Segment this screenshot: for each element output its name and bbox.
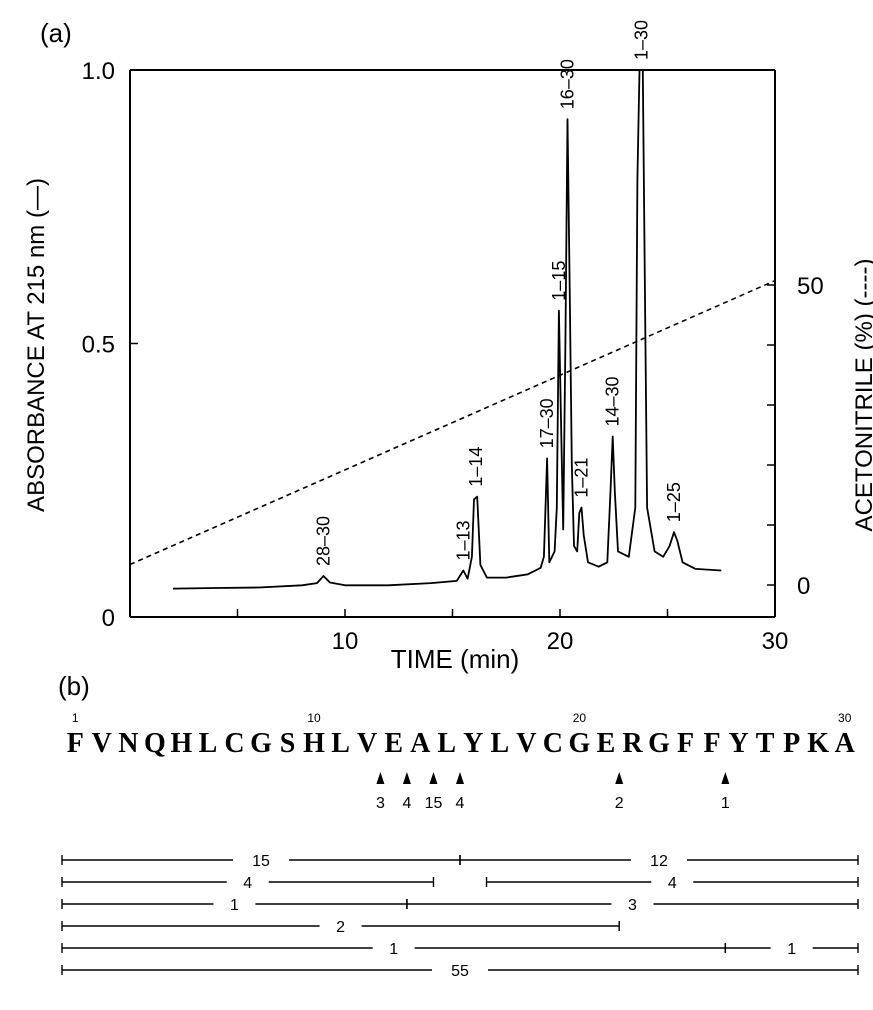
y-left-tick-label: 1.0 [82,58,115,85]
chart-marks: 10 20 30 0 0.5 1.0 0 50 28–30 1–13 1–14 17–30 1–15 16… [82,20,824,655]
peak-label: 1–13 [453,520,473,560]
residue: V [357,728,377,759]
position-label: 1 [72,711,79,725]
cleavage-arrow [376,772,385,784]
chromatogram-chart: 10 20 30 0 0.5 1.0 0 50 28–30 1–13 1–14 17–30 1–15 16… [23,20,873,674]
residue: A [835,728,856,759]
residue: L [437,728,456,759]
panel-b-label: (b) [58,671,90,701]
residue: Y [463,728,483,759]
residue: T [756,728,775,759]
residue: A [410,728,431,759]
cleavage-arrow [721,772,730,784]
residue: S [280,728,296,759]
residue: C [543,728,563,759]
x-tick-label: 30 [762,628,789,655]
fragment-count: 4 [243,875,252,892]
y-axis-left-label: ABSORBANCE AT 215 nm (—) [23,178,50,512]
fragment-count: 4 [668,875,677,892]
peak-label: 28–30 [314,516,334,566]
residue: H [303,728,325,759]
residue: F [677,728,694,759]
residue: L [331,728,350,759]
cleavage-arrow [456,772,464,784]
position-label: 10 [307,711,321,725]
peak-label: 1–15 [549,261,569,301]
fragment-count: 2 [336,919,345,936]
fragment-count: 1 [389,941,398,958]
x-axis-label: TIME (min) [391,644,520,674]
residue: F [67,728,84,759]
y-left-tick-label: 0 [102,605,115,632]
peak-label: 1–25 [664,482,684,522]
panel-a-label: (a) [40,18,72,48]
peak-label: 16–30 [558,59,578,109]
residue: Q [144,728,166,759]
x-tick-label: 10 [332,628,359,655]
residue: F [704,728,721,759]
residue: G [569,728,591,759]
fragment-count: 3 [628,897,637,914]
y-axis-right-label: ACETONITRILE (%) (----) [851,259,873,532]
residue: R [622,728,643,759]
fragment-count: 1 [230,897,239,914]
residue: G [250,728,272,759]
fragment-count: 1 [787,941,796,958]
fragment-count: 12 [650,853,668,870]
series-acetonitrile-line [129,279,776,566]
residue: Y [728,728,748,759]
cleavage-arrow [615,772,624,784]
residue: L [199,728,218,759]
fragment-count: 15 [252,853,270,870]
cleavage-count: 4 [402,795,411,812]
peak-label: 1–30 [632,20,652,60]
sequence-map: F V N Q H L C G S H L V E A L Y L V C G E R G F F Y T P K A1 10 20 303 4 1… [61,711,859,980]
peak-label: 17–30 [537,398,557,448]
residue: P [783,728,800,759]
series-absorbance-line [172,69,722,590]
cleavage-arrow [429,772,438,784]
cleavage-count: 4 [456,795,465,812]
residue: C [224,728,244,759]
cleavage-count: 3 [376,795,385,812]
residue: L [490,728,509,759]
residue: V [92,728,112,759]
residue: V [516,728,536,759]
cleavage-count: 15 [425,795,443,812]
fragment-count: 55 [451,963,469,980]
residue: E [597,728,616,759]
residue: E [384,728,403,759]
residue: G [648,728,670,759]
peak-label: 1–14 [466,447,486,487]
position-label: 20 [573,711,587,725]
residue: H [171,728,193,759]
position-label: 30 [838,711,852,725]
cleavage-arrow [402,772,411,784]
y-left-tick-label: 0.5 [82,332,115,359]
residue: K [807,728,829,759]
x-tick-label: 20 [547,628,574,655]
y-right-tick-label: 0 [797,573,810,600]
residue: N [118,728,138,759]
peak-label: 14–30 [603,376,623,426]
cleavage-count: 1 [721,795,730,812]
peak-label: 1–21 [572,458,592,498]
cleavage-count: 2 [615,795,624,812]
y-right-tick-label: 50 [797,273,824,300]
